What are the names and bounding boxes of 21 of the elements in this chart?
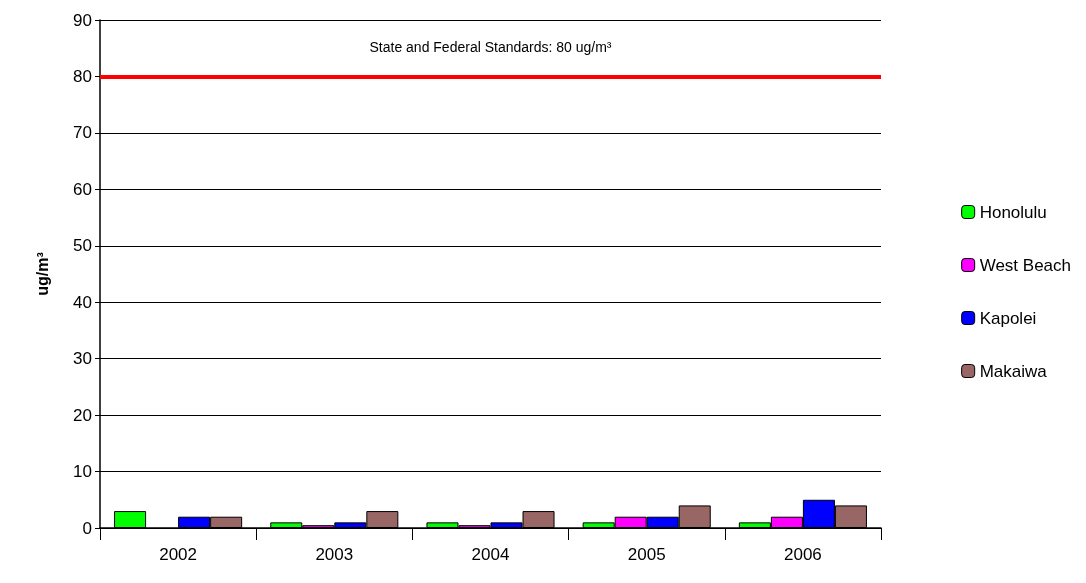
y-tick-label: 10 [73,462,92,482]
y-tick-label: 90 [73,10,92,30]
y-tick-label: 50 [73,236,92,256]
y-tick-label: 70 [73,123,92,143]
y-tick-label: 80 [73,66,92,86]
y-axis-title: ug/m³ [33,252,51,296]
y-tick-label: 40 [73,292,92,312]
x-tick-label: 2005 [627,545,666,564]
legend-label: Kapolei [979,308,1037,328]
x-tick-label: 2003 [315,545,354,564]
y-tick-label: 60 [73,179,92,199]
x-tick-label: 2002 [159,545,198,564]
legend-label: West Beach [979,255,1071,275]
legend-label: Makaiwa [979,361,1048,381]
x-tick-label: 2004 [471,545,510,564]
ref-line-label: State and Federal Standards: 80 ug/m³ [369,39,612,56]
y-tick-label: 20 [73,405,92,425]
y-tick-label: 30 [73,349,92,369]
x-tick-label: 2006 [783,545,822,564]
y-tick-label: 0 [82,518,92,538]
legend-label: Honolulu [979,202,1047,222]
